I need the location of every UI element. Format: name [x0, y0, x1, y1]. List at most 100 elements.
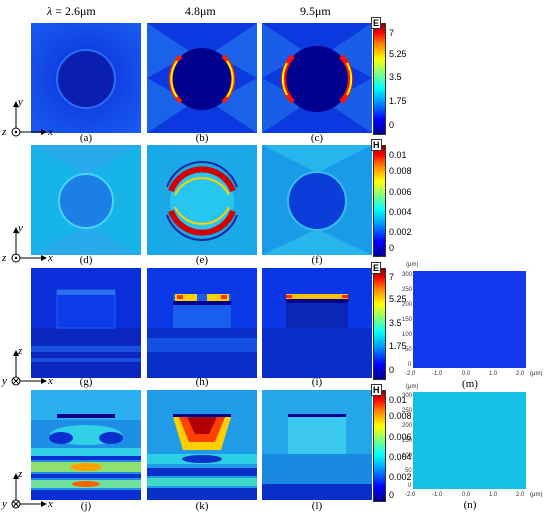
side-tick: 50 [405, 468, 412, 474]
field-map-l [262, 390, 372, 500]
colorbar-e-unit-bottom: E [371, 262, 382, 274]
side-tick: 0.0 [462, 492, 471, 498]
side-tick: 0 [408, 362, 412, 368]
axis-z-label: z [2, 126, 7, 138]
axis-z-label: z [2, 252, 7, 264]
side-tick: 100 [402, 453, 413, 459]
caption-g: (g) [79, 376, 93, 388]
field-map-j [31, 390, 141, 500]
header-col3: 9.5μm [300, 4, 331, 18]
axis-triad-side-1 [11, 350, 47, 386]
axis-x-label: x [48, 126, 53, 138]
axis-x-label: x [48, 375, 53, 387]
field-map-e [147, 145, 257, 255]
side-tick: 300 [402, 393, 413, 399]
colorbar-tick: 5.25 [389, 49, 407, 59]
side-tick: 0.0 [462, 371, 471, 377]
colorbar-tick: 0.008 [389, 166, 412, 176]
field-map-a [31, 23, 141, 133]
axis-y-label: y [18, 96, 23, 108]
side-tick: 250 [402, 408, 413, 414]
colorbar-e-top [373, 23, 386, 135]
side-tick: 2.0 [516, 492, 525, 498]
field-map-g [31, 268, 141, 378]
field-map-i [262, 268, 372, 378]
colorbar-h-top [373, 145, 386, 257]
axis-triad-top-1 [11, 101, 47, 137]
colorbar-tick: 0 [389, 120, 395, 130]
side-tick: 150 [402, 317, 413, 323]
caption-e: (e) [195, 254, 209, 266]
side-tick: 50 [405, 347, 412, 353]
caption-h: (h) [195, 376, 209, 388]
axis-z-label: z [18, 345, 23, 357]
colorbar-tick: 5.25 [389, 294, 407, 304]
caption-i: (i) [311, 376, 323, 388]
caption-k: (k) [195, 500, 209, 512]
caption-n: (n) [463, 499, 477, 511]
colorbar-tick: 3.5 [389, 318, 402, 328]
caption-d: (d) [79, 254, 93, 266]
axis-x-label: x [48, 252, 53, 264]
colorbar-tick: 1.75 [389, 96, 407, 106]
caption-l: (l) [311, 500, 323, 512]
side-tick: 0 [408, 483, 412, 489]
colorbar-tick: 0 [389, 365, 395, 375]
side-tick: 1.0 [489, 371, 498, 377]
side-tick: 150 [402, 438, 413, 444]
lambda-symbol: λ [47, 4, 53, 18]
header-col1-text: = 2.6μm [52, 4, 96, 18]
axis-z-label: z [18, 468, 23, 480]
header-col2: 4.8μm [185, 4, 216, 18]
colorbar-h-unit-top: H [371, 139, 382, 151]
caption-m: (m) [462, 378, 478, 390]
side-n-x-unit: (μm) [530, 492, 543, 498]
colorbar-tick: 0.006 [389, 187, 412, 197]
caption-c: (c) [310, 132, 324, 144]
axis-y-label: y [18, 222, 23, 234]
colorbar-e-bottom [373, 268, 386, 380]
colorbar-h-bottom [373, 390, 386, 502]
colorbar-tick: 0.008 [389, 411, 412, 421]
side-tick: 200 [402, 423, 413, 429]
axis-x-label: x [48, 498, 53, 510]
caption-a: (a) [79, 132, 93, 144]
side-plot-m [413, 271, 526, 368]
colorbar-e-unit-top: E [371, 17, 382, 29]
side-tick: 100 [402, 332, 413, 338]
side-n-y-unit: (μm) [406, 384, 419, 390]
side-tick: 2.0 [516, 371, 525, 377]
colorbar-tick: 0.01 [389, 395, 407, 405]
side-plot-n [413, 392, 526, 489]
side-tick: -2.0 [405, 492, 416, 498]
side-m-x-unit: (μm) [530, 371, 543, 377]
header-col1: λ = 2.6μm [47, 4, 96, 19]
colorbar-tick: 0 [389, 243, 395, 253]
axis-triad-side-2 [11, 473, 47, 509]
side-tick: 250 [402, 287, 413, 293]
colorbar-h-unit-bottom: H [371, 384, 382, 396]
field-map-f [262, 145, 372, 255]
caption-b: (b) [195, 132, 209, 144]
side-tick: -1.0 [432, 492, 443, 498]
caption-j: (j) [80, 500, 92, 512]
colorbar-tick: 7 [389, 28, 395, 38]
colorbar-tick: 0.002 [389, 227, 412, 237]
colorbar-tick: 3.5 [389, 72, 402, 82]
side-tick: 1.0 [489, 492, 498, 498]
colorbar-tick: 0.004 [389, 452, 412, 462]
side-m-y-unit: (μm) [406, 262, 419, 268]
side-tick: 300 [402, 272, 413, 278]
colorbar-tick: 0 [389, 490, 395, 500]
field-map-c [262, 23, 372, 133]
side-tick: 200 [402, 302, 413, 308]
field-map-h [147, 268, 257, 378]
caption-f: (f) [311, 254, 323, 266]
axis-y-label: y [2, 498, 7, 510]
colorbar-tick: 0.01 [389, 150, 407, 160]
axis-y-label: y [2, 375, 7, 387]
colorbar-tick: 0.004 [389, 207, 412, 217]
field-map-b [147, 23, 257, 133]
colorbar-tick: 0.002 [389, 472, 412, 482]
axis-triad-top-2 [11, 227, 47, 263]
